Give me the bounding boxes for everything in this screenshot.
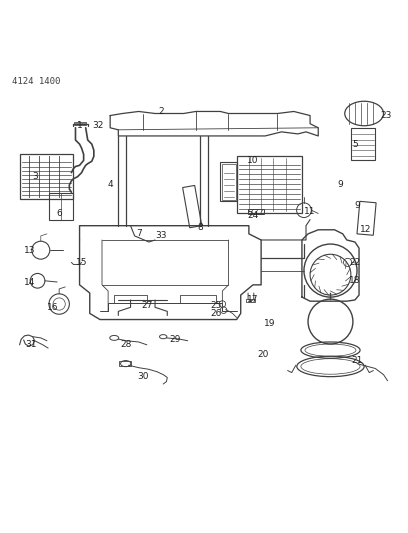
- Text: 26: 26: [211, 309, 222, 318]
- Text: 1: 1: [77, 121, 82, 130]
- Bar: [220, 163, 237, 201]
- Bar: [246, 298, 255, 302]
- Bar: [237, 156, 302, 213]
- Text: 3: 3: [32, 172, 38, 181]
- Bar: [351, 128, 375, 160]
- Text: 28: 28: [121, 340, 132, 349]
- Text: 7: 7: [136, 229, 142, 238]
- Text: 13: 13: [24, 246, 35, 255]
- Text: 9: 9: [338, 180, 344, 189]
- Text: 29: 29: [170, 335, 181, 344]
- Text: 24: 24: [247, 211, 259, 220]
- Bar: [248, 209, 264, 214]
- Text: 25: 25: [211, 301, 222, 310]
- Text: 9: 9: [354, 201, 360, 210]
- Text: 8: 8: [197, 223, 203, 232]
- Text: 12: 12: [359, 225, 371, 235]
- Text: 11: 11: [304, 207, 316, 216]
- Text: 27: 27: [141, 301, 153, 310]
- Text: 14: 14: [24, 278, 35, 287]
- Text: 15: 15: [76, 258, 87, 267]
- Text: 23: 23: [380, 111, 391, 120]
- Text: 10: 10: [247, 156, 259, 165]
- Text: 2: 2: [158, 107, 164, 116]
- Text: 16: 16: [47, 303, 59, 312]
- Text: 31: 31: [25, 340, 36, 349]
- Bar: [119, 361, 131, 367]
- Bar: [49, 193, 73, 220]
- Bar: [357, 201, 376, 235]
- Text: 20: 20: [257, 350, 269, 359]
- Text: 4: 4: [107, 180, 113, 189]
- Text: 19: 19: [264, 319, 275, 328]
- Text: 21: 21: [351, 356, 363, 365]
- Text: 22: 22: [349, 258, 361, 267]
- Text: 17: 17: [247, 295, 259, 304]
- Text: 33: 33: [155, 231, 167, 240]
- Text: 30: 30: [137, 372, 149, 381]
- Text: 4124 1400: 4124 1400: [12, 77, 61, 86]
- Text: 18: 18: [349, 276, 361, 285]
- Text: 32: 32: [92, 121, 104, 130]
- Text: 6: 6: [56, 209, 62, 218]
- Bar: [183, 185, 202, 228]
- Bar: [20, 154, 73, 199]
- Bar: [74, 122, 86, 125]
- Bar: [222, 164, 236, 199]
- Text: 5: 5: [352, 140, 358, 149]
